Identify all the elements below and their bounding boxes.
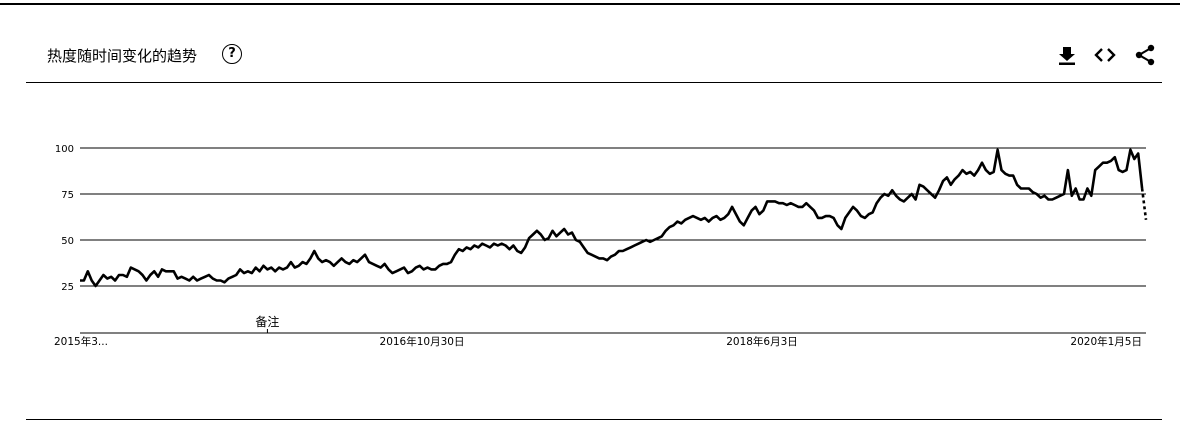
x-tick-label: 2018年6月3日 xyxy=(726,335,798,348)
series-line xyxy=(80,148,1144,288)
x-tick-label: 2020年1月5日 xyxy=(1070,335,1142,348)
x-tick-label: 2016年10月30日 xyxy=(380,335,465,348)
top-rule xyxy=(0,3,1180,5)
y-tick-label: 25 xyxy=(61,282,74,293)
header-divider xyxy=(26,82,1162,83)
chart-title: 热度随时间变化的趋势 xyxy=(47,47,198,65)
trend-chart: 25 50 75 100 2015年3... 2016年10月30日 2018年6月3日 20… xyxy=(54,144,1148,348)
bottom-divider xyxy=(26,419,1162,420)
share-icon[interactable] xyxy=(1134,44,1156,66)
download-icon[interactable] xyxy=(1056,44,1078,66)
y-tick-label: 75 xyxy=(61,190,74,201)
y-tick-label: 50 xyxy=(61,236,74,247)
help-circle-icon[interactable]: ? xyxy=(222,44,242,64)
code-icon[interactable] xyxy=(1094,44,1116,66)
annotation-label[interactable]: 备注 xyxy=(255,314,279,329)
y-tick-label: 100 xyxy=(55,144,74,155)
chart-header: 热度随时间变化的趋势 ? xyxy=(26,34,1162,78)
x-tick-label: 2015年3... xyxy=(54,335,108,348)
partial-data-line xyxy=(1140,188,1148,220)
